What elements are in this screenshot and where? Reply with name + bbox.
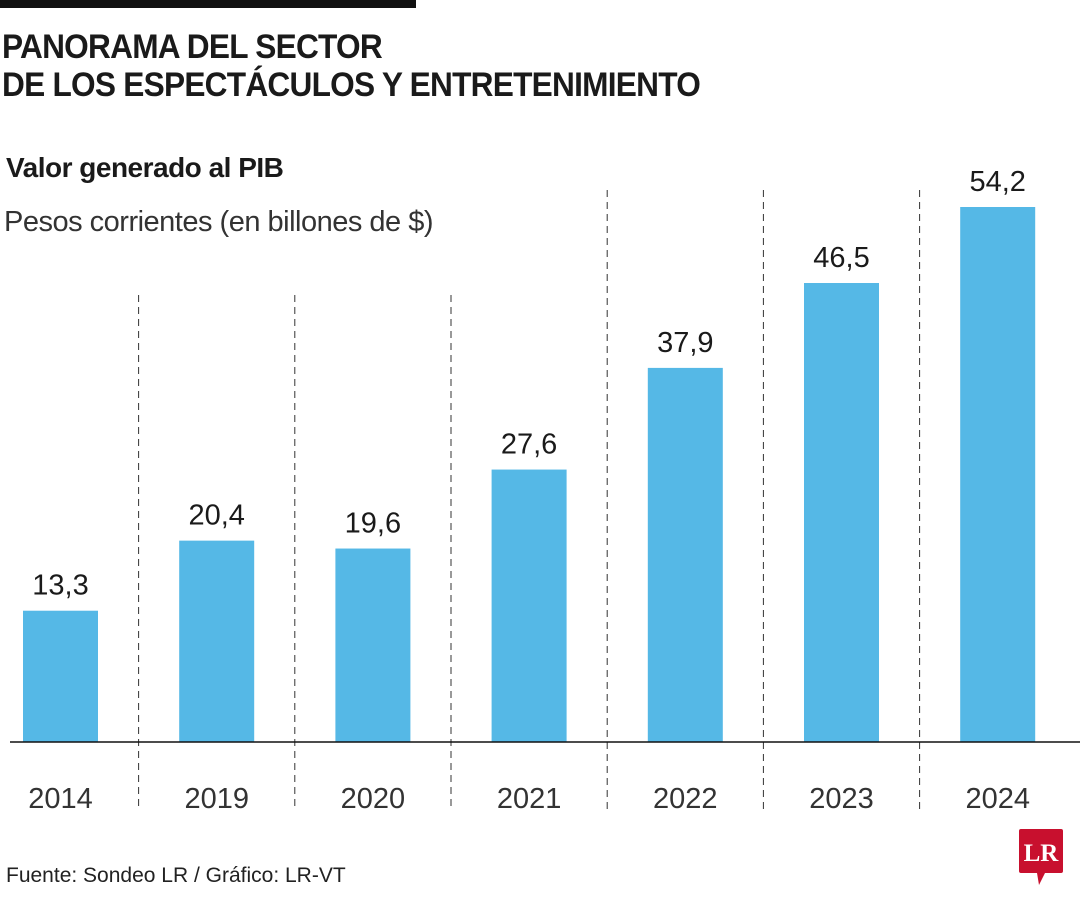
data-label: 19,6 [345,508,401,540]
x-tick-label: 2014 [28,783,93,815]
svg-text:LR: LR [1024,840,1060,867]
data-label: 20,4 [188,500,244,532]
bar-2020 [335,548,411,742]
bar-2014 [23,610,98,742]
x-tick-label: 2019 [184,783,249,815]
source-note: Fuente: Sondeo LR / Gráfico: LR-VT [6,864,346,887]
x-tick-label: 2022 [653,783,718,815]
bar-2023 [804,283,879,742]
data-label: 37,9 [657,327,713,359]
x-tick-label: 2023 [809,783,874,815]
title-line-2: DE LOS ESPECTÁCULOS Y ENTRETENIMIENTO [2,66,701,104]
title-line-1: PANORAMA DEL SECTOR [2,28,383,66]
data-label: 54,2 [969,166,1025,198]
top-rule [0,0,416,8]
data-label: 13,3 [32,570,88,602]
bar-2021 [491,469,567,742]
x-tick-label: 2020 [341,783,406,815]
bar-2024 [960,207,1036,742]
x-tick-label: 2024 [965,783,1030,815]
data-label: 27,6 [501,429,557,461]
bar-2019 [179,540,255,742]
page-title: PANORAMA DEL SECTOR DE LOS ESPECTÁCULOS … [2,28,701,104]
chart-title: Valor generado al PIB [6,152,284,183]
data-label: 46,5 [813,242,869,274]
bar-2022 [647,367,723,742]
lr-logo: LR [1019,829,1063,885]
x-tick-label: 2021 [497,783,562,815]
chart-subtitle: Pesos corrientes (en billones de $) [4,206,434,238]
